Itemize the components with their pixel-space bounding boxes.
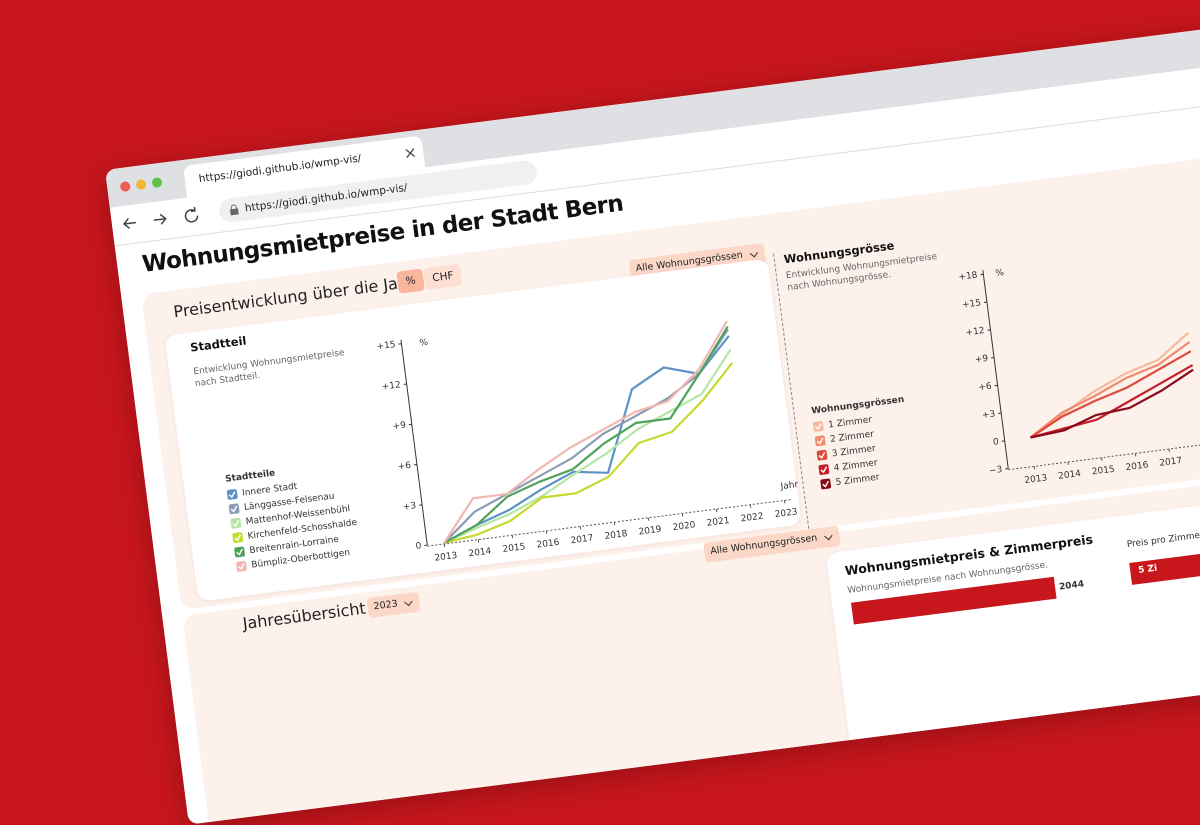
y-tick-label: 0 <box>415 541 422 552</box>
legend-title: Wohnungsgrössen <box>811 395 905 417</box>
x-tick-label: 2018 <box>604 529 628 542</box>
bar-value-label: 2044 <box>1059 579 1085 592</box>
legend-label: 1 Zimmer <box>828 415 873 431</box>
y-tick-label: +6 <box>397 461 412 473</box>
y-tick-label: +12 <box>381 380 401 392</box>
x-tick-label: 2013 <box>1024 473 1048 486</box>
series-line <box>1025 370 1200 438</box>
x-tick-label: 2015 <box>1091 465 1115 478</box>
legend-checkbox[interactable] <box>232 532 243 543</box>
legend-label: 2 Zimmer <box>830 429 875 445</box>
y-tick-label: +3 <box>402 501 416 513</box>
screen: https://giodi.github.io/wmp-vis/ https:/… <box>0 0 1200 627</box>
legend-checkbox[interactable] <box>820 478 831 489</box>
series-line <box>426 363 750 543</box>
x-axis-label: Jahr <box>779 480 799 492</box>
series-line <box>1020 333 1199 438</box>
y-unit: % <box>419 338 429 349</box>
x-tick-label: 2014 <box>468 547 492 560</box>
y-tick-label: +9 <box>974 354 989 366</box>
series-line <box>421 321 751 543</box>
y-axis <box>401 340 427 545</box>
legend-checkbox[interactable] <box>236 561 247 572</box>
legend-checkbox[interactable] <box>227 489 238 500</box>
legend-checkbox[interactable] <box>818 464 829 475</box>
x-tick-label: 2023 <box>774 507 798 520</box>
legend-label: 4 Zimmer <box>833 458 878 474</box>
x-tick-label: 2019 <box>638 525 662 538</box>
series-line <box>1022 351 1199 437</box>
x-tick-label: 2017 <box>1159 456 1183 469</box>
x-tick-label: 2017 <box>570 533 594 546</box>
y-tick-label: +15 <box>962 298 982 310</box>
x-tick-label: 2014 <box>1058 469 1082 482</box>
x-tick-label: 2022 <box>740 512 764 525</box>
legend-checkbox[interactable] <box>234 546 245 557</box>
charts: 0 +3 +6 +9 +12 +15 2013 2014 2015 2016 2017 2018 201… <box>105 2 1200 824</box>
x-tick-label: 2016 <box>1125 460 1149 473</box>
series-line <box>1021 342 1199 438</box>
legend-checkbox[interactable] <box>815 435 826 446</box>
y-tick-label: +12 <box>965 326 985 338</box>
legend-label: 5 Zimmer <box>835 473 880 489</box>
y-tick-label: +6 <box>978 382 993 394</box>
y-tick-label: 0 <box>993 437 1000 448</box>
legend-checkbox[interactable] <box>813 421 824 432</box>
y-tick-label: +15 <box>376 340 396 352</box>
y-tick-label: −3 <box>989 465 1003 477</box>
x-tick-label: 2013 <box>434 551 458 564</box>
x-tick-label: 2020 <box>672 520 696 533</box>
browser-window: https://giodi.github.io/wmp-vis/ https:/… <box>105 2 1200 824</box>
y-tick-label: +9 <box>392 421 407 433</box>
legend-checkbox[interactable] <box>816 450 827 461</box>
legend-checkbox[interactable] <box>229 503 240 514</box>
x-tick-label: 2021 <box>706 516 730 529</box>
x-tick-label: 2015 <box>502 542 526 555</box>
legend-label: 3 Zimmer <box>831 444 876 460</box>
series-line <box>422 329 751 543</box>
series-line <box>1024 365 1199 437</box>
y-unit: % <box>995 268 1005 279</box>
y-tick-label: +18 <box>958 271 978 283</box>
x-tick-label: 2016 <box>536 538 560 551</box>
y-tick-label: +3 <box>981 409 995 421</box>
legend-checkbox[interactable] <box>230 518 241 529</box>
series-line <box>421 327 750 543</box>
bar <box>851 577 1057 625</box>
legend-title: Stadtteile <box>225 468 276 484</box>
